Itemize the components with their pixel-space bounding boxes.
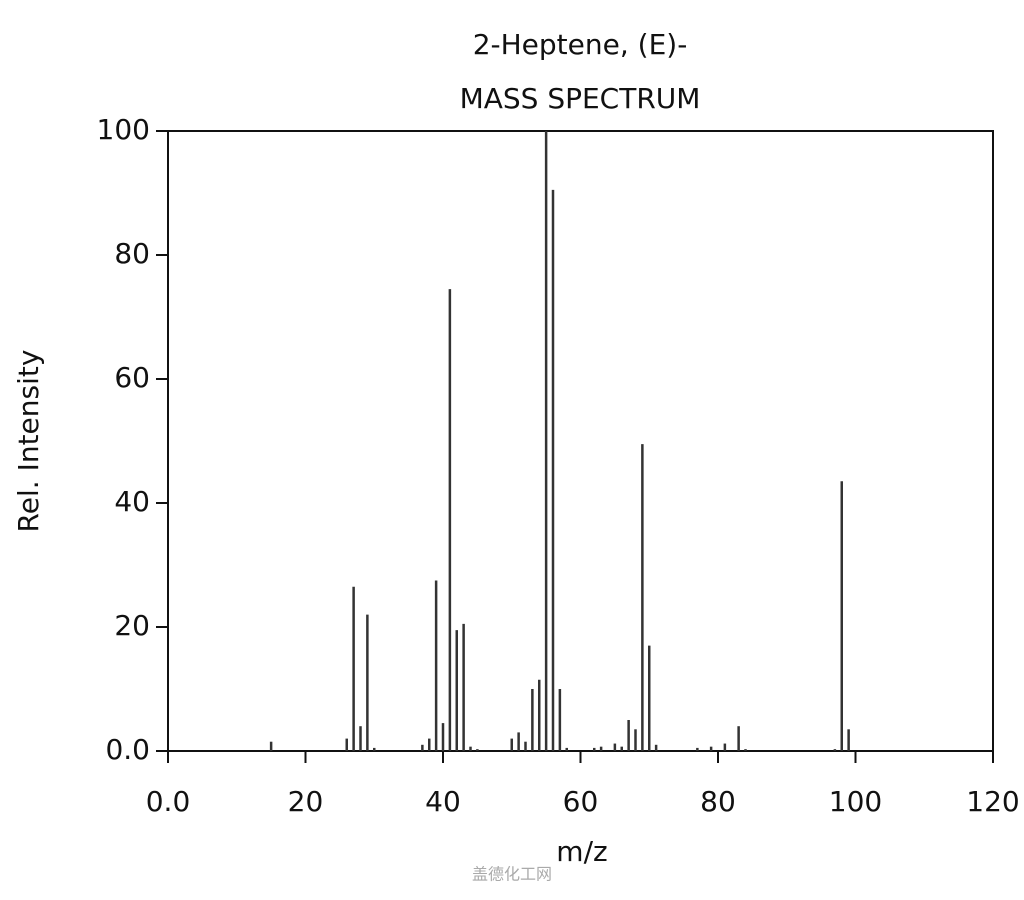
chart-subtitle: MASS SPECTRUM <box>460 82 701 115</box>
y-tick-label: 80 <box>114 237 150 270</box>
x-tick-label: 100 <box>829 785 882 818</box>
y-tick-label: 40 <box>114 485 150 518</box>
x-tick-label: 20 <box>288 785 324 818</box>
x-tick-label: 60 <box>563 785 599 818</box>
y-tick-label: 100 <box>97 113 150 146</box>
x-tick-label: 120 <box>966 785 1019 818</box>
chart-title: 2-Heptene, (E)- <box>473 28 688 61</box>
y-tick-label: 0.0 <box>105 733 150 766</box>
x-tick-label: 40 <box>425 785 461 818</box>
x-axis-label: m/z <box>556 835 607 868</box>
y-tick-label: 20 <box>114 609 150 642</box>
y-tick-label: 60 <box>114 361 150 394</box>
plot-frame <box>167 130 994 752</box>
watermark: 盖德化工网 <box>472 865 552 884</box>
x-tick-label: 80 <box>700 785 736 818</box>
y-axis-label: Rel. Intensity <box>12 350 45 533</box>
x-tick-label: 0.0 <box>146 785 191 818</box>
